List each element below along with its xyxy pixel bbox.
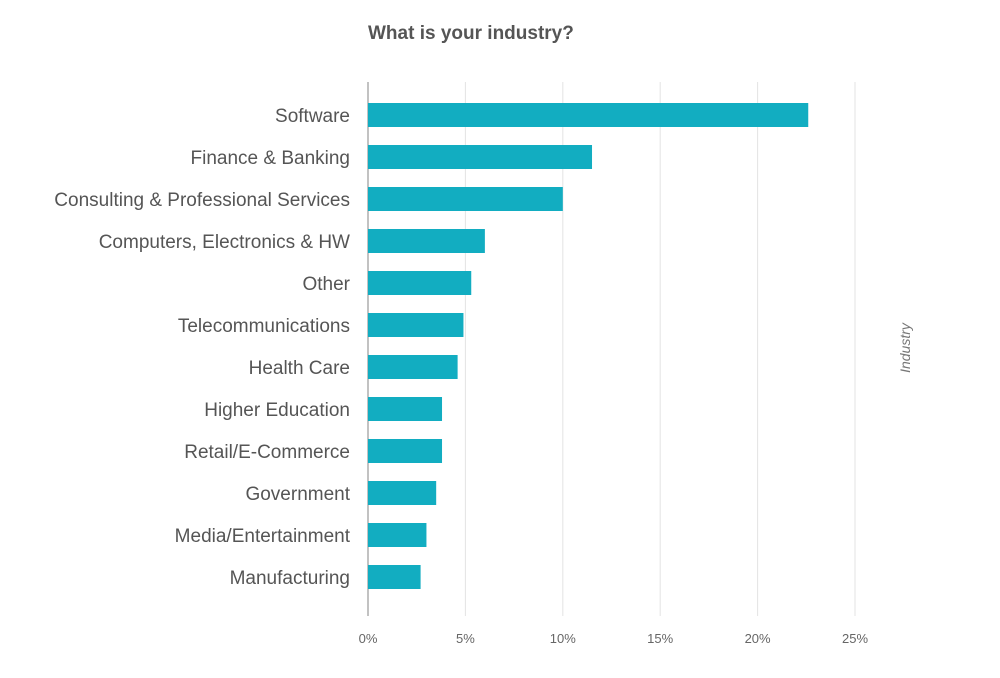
bar	[368, 355, 458, 379]
category-label: Consulting & Professional Services	[54, 190, 350, 211]
bar	[368, 397, 443, 421]
bar	[368, 271, 472, 295]
category-label: Government	[245, 484, 350, 505]
category-labels: Software Finance & Banking Consulting & Pr…	[54, 106, 350, 589]
category-label: Other	[302, 274, 350, 295]
category-label: Manufacturing	[230, 568, 350, 589]
x-tick-label: 25%	[842, 631, 868, 646]
bar	[368, 523, 427, 547]
category-label: Higher Education	[204, 400, 350, 421]
bar	[368, 439, 443, 463]
category-label: Software	[275, 106, 350, 127]
bar	[368, 145, 593, 169]
x-tick-label: 20%	[745, 631, 771, 646]
tick-labels: 0% 5% 10% 15% 20% 25%	[359, 631, 869, 646]
bar	[368, 229, 485, 253]
x-tick-label: 15%	[647, 631, 673, 646]
bar	[368, 187, 563, 211]
category-label: Health Care	[249, 358, 350, 379]
bar	[368, 103, 809, 127]
category-label: Telecommunications	[178, 316, 350, 337]
x-tick-label: 10%	[550, 631, 576, 646]
category-label: Finance & Banking	[191, 148, 351, 169]
bar	[368, 313, 464, 337]
chart-title: What is your industry?	[368, 23, 574, 44]
gridlines	[464, 82, 856, 616]
x-tick-label: 5%	[456, 631, 475, 646]
x-tick-label: 0%	[359, 631, 378, 646]
bar	[368, 481, 437, 505]
category-label: Media/Entertainment	[175, 526, 351, 547]
category-label: Retail/E-Commerce	[184, 442, 350, 463]
bar	[368, 565, 421, 589]
y-axis-label: Industry	[897, 322, 913, 373]
category-label: Computers, Electronics & HW	[99, 232, 350, 253]
bars	[368, 103, 809, 589]
